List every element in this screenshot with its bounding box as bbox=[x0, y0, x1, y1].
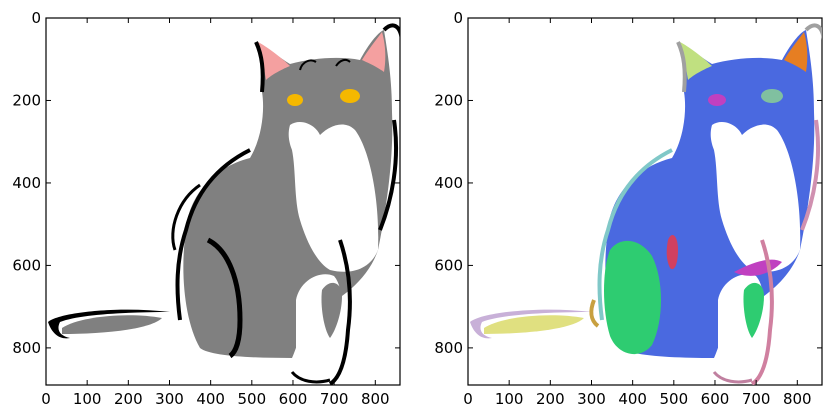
right-outline-paws bbox=[712, 370, 753, 384]
left-y-tick-label: 400 bbox=[12, 174, 41, 192]
left-cat-paw-gray bbox=[321, 282, 342, 338]
left-outline-front bbox=[328, 239, 352, 385]
left-x-axis: 0 100 200 300 400 500 600 700 800 bbox=[41, 18, 390, 408]
right-y-tick-label: 800 bbox=[434, 339, 463, 357]
left-ear-right bbox=[362, 32, 386, 72]
right-x-axis: 0 100 200 300 400 500 600 700 800 bbox=[463, 18, 812, 408]
left-y-tick-label: 800 bbox=[12, 339, 41, 357]
right-accent-red bbox=[666, 235, 678, 270]
left-tail-outline bbox=[48, 309, 170, 339]
left-y-tick-label: 200 bbox=[12, 91, 41, 109]
right-cat-paw-green bbox=[743, 282, 764, 338]
right-x-tick-label: 700 bbox=[742, 390, 771, 408]
left-y-tick-label: 600 bbox=[12, 256, 41, 274]
right-outline-tail-accent bbox=[589, 299, 600, 328]
right-x-tick-label: 400 bbox=[618, 390, 647, 408]
right-cat-segmentation bbox=[470, 23, 822, 385]
left-x-tick-label: 200 bbox=[114, 390, 143, 408]
right-x-tick-label: 100 bbox=[495, 390, 524, 408]
left-axes-frame bbox=[45, 17, 401, 386]
left-outline-back2 bbox=[171, 183, 201, 251]
left-eye-right bbox=[340, 89, 360, 103]
right-cat-chest bbox=[710, 121, 801, 272]
right-outline-head bbox=[676, 23, 822, 93]
left-eye-left bbox=[287, 94, 303, 106]
left-y-tick-label: 0 bbox=[31, 9, 41, 27]
right-y-tick-label: 0 bbox=[453, 9, 463, 27]
right-ear-left bbox=[680, 42, 712, 80]
left-image-panel: 0 100 200 300 400 500 600 700 800 0 200 400 600 800 bbox=[12, 9, 401, 408]
left-x-tick-label: 600 bbox=[279, 390, 308, 408]
left-x-tick-label: 0 bbox=[41, 390, 51, 408]
left-x-tick-label: 700 bbox=[320, 390, 349, 408]
right-x-tick-label: 800 bbox=[783, 390, 812, 408]
right-y-tick-label: 600 bbox=[434, 256, 463, 274]
right-outline-front bbox=[750, 239, 774, 385]
right-x-tick-label: 600 bbox=[701, 390, 730, 408]
right-cat-hind-leg bbox=[604, 240, 661, 355]
right-tail bbox=[484, 315, 584, 334]
left-whisker bbox=[299, 58, 351, 71]
right-x-tick-label: 300 bbox=[577, 390, 606, 408]
right-y-tick-label: 200 bbox=[434, 91, 463, 109]
right-tail-outline bbox=[470, 309, 592, 339]
left-outline-head bbox=[254, 23, 400, 93]
right-eye-left bbox=[708, 94, 726, 106]
left-x-tick-label: 800 bbox=[361, 390, 390, 408]
left-cat-image bbox=[48, 23, 400, 385]
right-image-panel: 0 100 200 300 400 500 600 700 800 0 200 400 600 800 bbox=[434, 9, 823, 408]
right-eye-right bbox=[761, 89, 783, 103]
right-outline-right bbox=[800, 119, 820, 231]
left-x-tick-label: 500 bbox=[237, 390, 266, 408]
right-x-tick-label: 0 bbox=[463, 390, 473, 408]
right-ear-right bbox=[784, 32, 808, 72]
left-outline-leg bbox=[206, 237, 243, 359]
right-axes-frame bbox=[467, 17, 823, 386]
right-outline-back bbox=[597, 148, 673, 321]
left-outline-paws bbox=[290, 370, 331, 384]
left-x-tick-label: 100 bbox=[73, 390, 102, 408]
right-y-tick-label: 400 bbox=[434, 174, 463, 192]
left-outline-back bbox=[175, 148, 251, 321]
left-tail bbox=[62, 315, 162, 334]
right-x-tick-label: 200 bbox=[536, 390, 565, 408]
left-cat-chest bbox=[288, 121, 379, 272]
left-x-tick-label: 300 bbox=[155, 390, 184, 408]
right-x-tick-label: 500 bbox=[659, 390, 688, 408]
left-outline-right bbox=[378, 119, 398, 231]
left-ear-left bbox=[258, 42, 290, 80]
left-x-tick-label: 400 bbox=[196, 390, 225, 408]
right-y-axis: 0 200 400 600 800 bbox=[434, 9, 822, 357]
left-y-axis: 0 200 400 600 800 bbox=[12, 9, 400, 357]
